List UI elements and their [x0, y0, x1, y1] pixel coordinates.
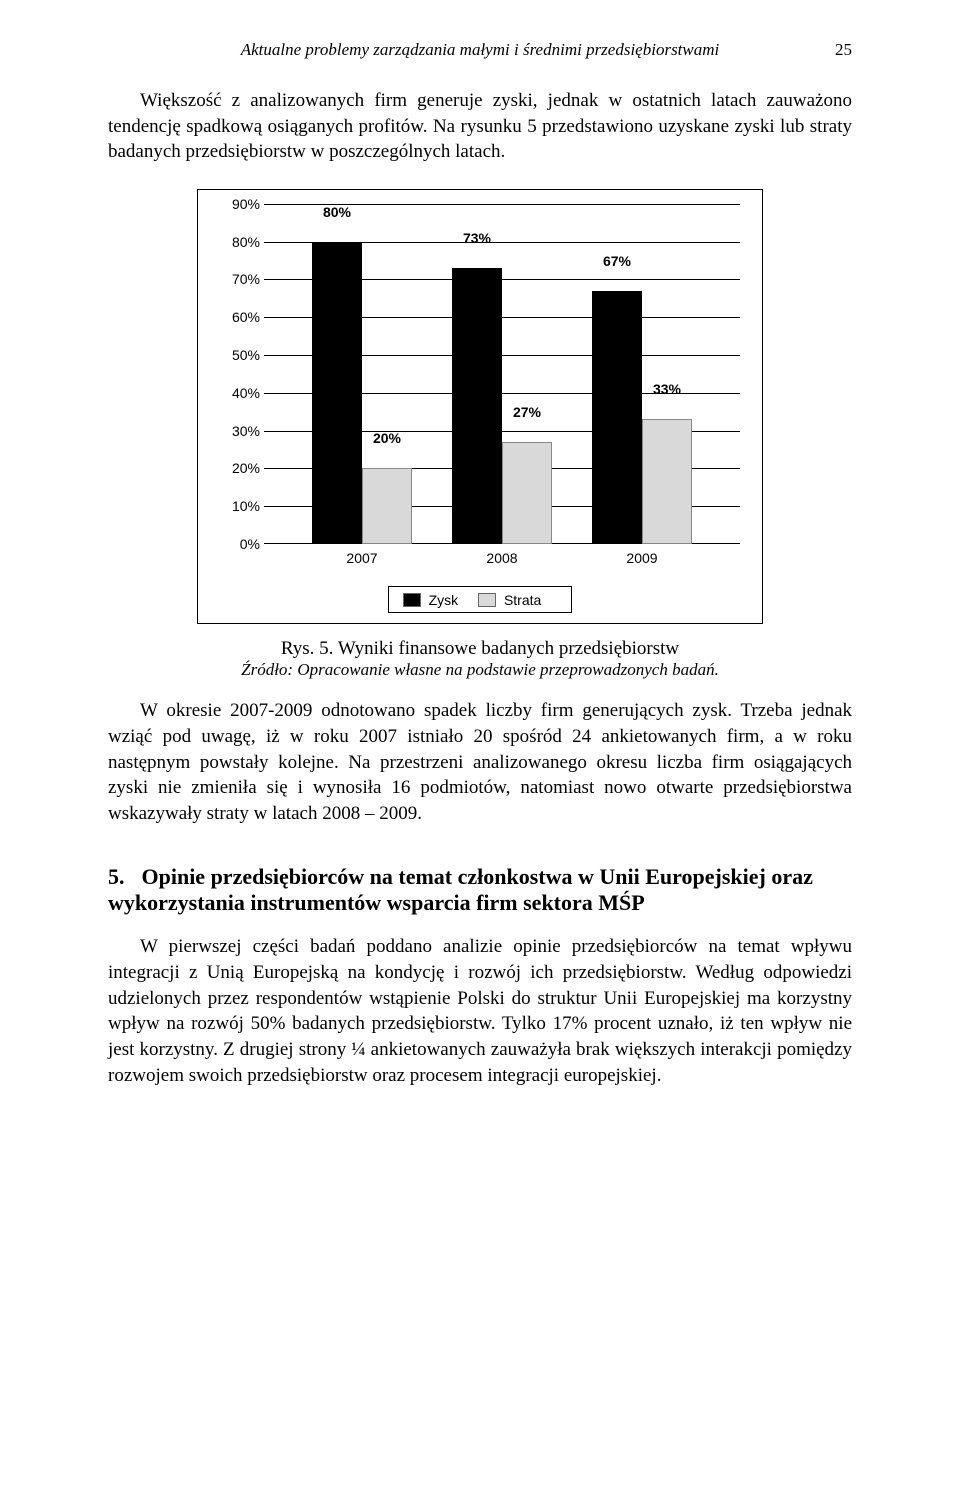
chart-plot-area: 0%10%20%30%40%50%60%70%80%90%80%20%73%27…	[264, 204, 740, 544]
legend-label-zysk: Zysk	[429, 592, 459, 608]
caption-title: Rys. 5. Wyniki finansowe badanych przeds…	[108, 638, 852, 660]
chart-bar-value-label: 67%	[587, 253, 647, 272]
running-header: Aktualne problemy zarządzania małymi i ś…	[108, 40, 852, 60]
chart-container: 0% 10% 20% 30% 40% 50% 60% 70% 80% 90% 80% 20% 73% 27…	[197, 189, 763, 624]
chart-x-tick-label: 2009	[572, 550, 712, 566]
chart-bar-value-label: 33%	[637, 381, 697, 400]
chart-legend: Zysk Strata	[388, 586, 573, 613]
chart-y-tick-label: 30%	[220, 423, 260, 439]
section-heading: 5. Opinie przedsiębiorców na temat człon…	[108, 864, 852, 916]
running-title: Aktualne problemy zarządzania małymi i ś…	[241, 40, 720, 59]
paragraph-section-body: W pierwszej części badań poddano analizi…	[108, 934, 852, 1088]
chart-y-tick-label: 90%	[220, 196, 260, 212]
chart-y-tick-label: 50%	[220, 347, 260, 363]
chart-y-tick-label: 0%	[220, 536, 260, 552]
legend-swatch-strata	[478, 593, 496, 607]
section-number: 5.	[108, 864, 136, 890]
caption-source: Źródło: Opracowanie własne na podstawie …	[108, 660, 852, 680]
paragraph-intro: Większość z analizowanych firm generuje …	[108, 88, 852, 165]
chart-x-axis: 200720082009	[264, 550, 740, 572]
chart-bar	[592, 291, 642, 544]
chart-x-tick-label: 2008	[432, 550, 572, 566]
chart-bar-group: 73% 27%	[432, 204, 572, 544]
section-title: Opinie przedsiębiorców na temat członkos…	[108, 864, 813, 915]
chart-y-tick-label: 20%	[220, 460, 260, 476]
legend-swatch-zysk	[403, 593, 421, 607]
chart-y-tick-label: 60%	[220, 309, 260, 325]
chart-y-tick-label: 70%	[220, 271, 260, 287]
legend-label-strata: Strata	[504, 592, 541, 608]
chart-bar-value-label: 73%	[447, 230, 507, 249]
page-number: 25	[835, 40, 852, 60]
chart-bar-value-label: 20%	[357, 430, 417, 449]
chart-y-tick-label: 80%	[220, 234, 260, 250]
chart-y-tick-label: 40%	[220, 385, 260, 401]
chart-caption: Rys. 5. Wyniki finansowe badanych przeds…	[108, 638, 852, 680]
chart-bar-value-label: 80%	[307, 204, 367, 223]
chart-bar-group: 80% 20%	[292, 204, 432, 544]
chart-bar	[642, 419, 692, 544]
paragraph-analysis: W okresie 2007-2009 odnotowano spadek li…	[108, 698, 852, 826]
chart-bar-value-label: 27%	[497, 404, 557, 423]
chart-bar	[502, 442, 552, 544]
chart-bar-group: 67% 33%	[572, 204, 712, 544]
chart-bar	[452, 268, 502, 544]
chart-bar	[312, 242, 362, 544]
chart-bar	[362, 468, 412, 544]
chart-y-tick-label: 10%	[220, 498, 260, 514]
chart-x-tick-label: 2007	[292, 550, 432, 566]
